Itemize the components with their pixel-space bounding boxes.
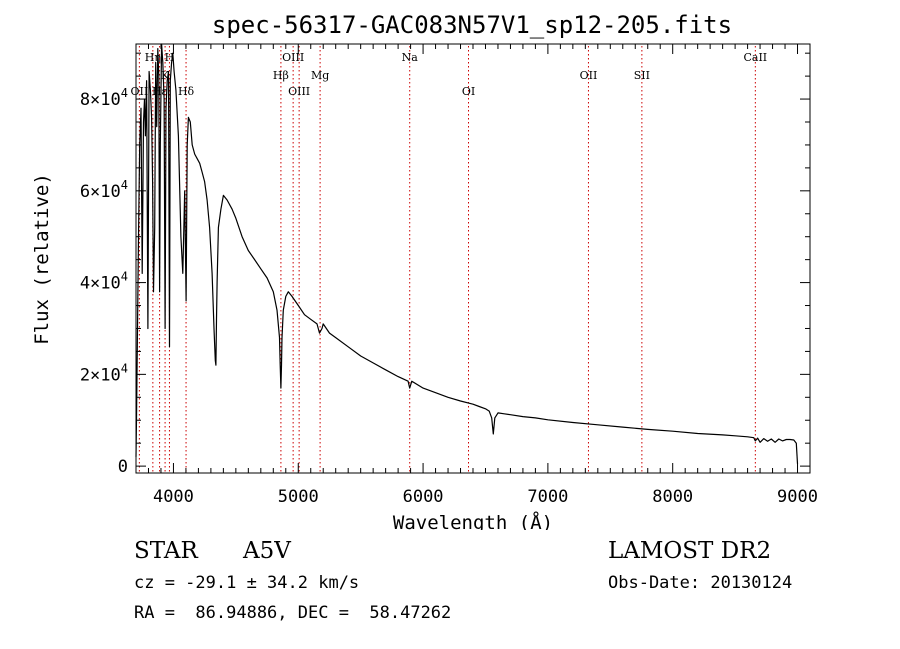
x-axis-label: Wavelength (Å) — [393, 511, 553, 530]
marker-label-7: OIII — [282, 51, 304, 64]
y-tick-label: 8×104 — [80, 86, 128, 110]
x-tick-label: 9000 — [777, 487, 818, 507]
x-tick-label: 5000 — [278, 487, 319, 507]
marker-label-1: OII — [131, 85, 149, 98]
spectrum-line — [135, 43, 799, 464]
chart-title: spec-56317-GAC083N57V1_sp12-205.fits — [212, 11, 732, 39]
survey-name: LAMOST DR2 — [608, 538, 772, 564]
marker-label-14: CaII — [743, 51, 767, 64]
y-tick-label: 2×104 — [80, 361, 128, 385]
marker-label-4: H — [165, 51, 175, 64]
x-tick-label: 4000 — [153, 487, 194, 507]
marker-label-10: Na — [402, 51, 419, 64]
object-class: STAR — [134, 538, 198, 564]
object-subclass: A5V — [243, 538, 291, 564]
marker-label-6: Hβ — [273, 69, 289, 82]
y-tick-label: 0 — [118, 457, 128, 477]
y-tick-label: 6×104 — [80, 178, 128, 202]
marker-label-13: SII — [634, 69, 650, 82]
plot-frame — [135, 43, 811, 474]
observation-date: Obs-Date: 20130124 — [608, 573, 793, 593]
x-tick-label: 6000 — [403, 487, 444, 507]
marker-label-5: Hδ — [178, 85, 195, 98]
radial-velocity: cz = -29.1 ± 34.2 km/s — [134, 573, 360, 593]
marker-label-9: Mg — [311, 69, 329, 82]
y-tick-label: 4×104 — [80, 270, 128, 294]
marker-label-12: OII — [580, 69, 598, 82]
x-tick-label: 7000 — [527, 487, 568, 507]
x-tick-label: 8000 — [652, 487, 693, 507]
sky-coordinates: RA = 86.94886, DEC = 58.47262 — [134, 603, 452, 623]
marker-label-8: OIII — [288, 85, 310, 98]
y-axis: 0 2×104 4×104 6×104 8×104 — [80, 52, 810, 477]
marker-label-3: K — [161, 69, 170, 82]
marker-label-11: OI — [462, 85, 475, 98]
y-axis-label: Flux (relative) — [31, 173, 53, 345]
x-axis: 4000 5000 6000 7000 8000 9000 — [135, 44, 818, 507]
spectrum-chart: spec-56317-GAC083N57V1_sp12-205.fits Hη O… — [31, 11, 818, 530]
marker-label-0: Hη — [145, 51, 161, 64]
